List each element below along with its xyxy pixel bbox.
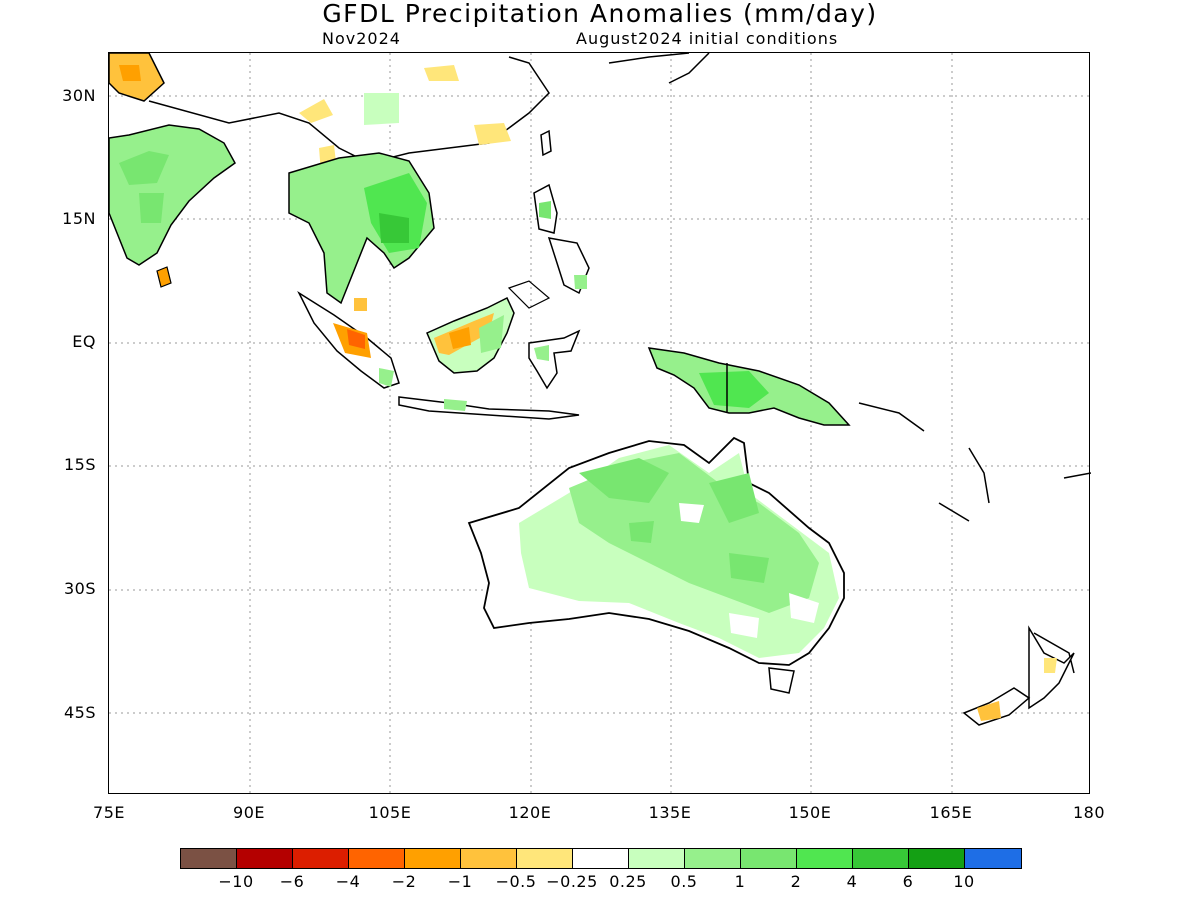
lon-label-120e: 120E [508, 803, 552, 822]
map-area [108, 52, 1092, 795]
lon-label-90e: 90E [233, 803, 265, 822]
australia [467, 436, 845, 694]
colorbar-label: 10 [953, 872, 975, 891]
lat-label-45s: 45S [63, 703, 96, 722]
colorbar-label: −4 [335, 872, 361, 891]
colorbar-swatch [293, 849, 349, 868]
sulawesi [528, 329, 581, 390]
colorbar-label: 0.5 [670, 872, 698, 891]
colorbar-swatch [629, 849, 685, 868]
lat-label-eq: EQ [72, 332, 96, 351]
lon-label-180: 180 [1072, 803, 1106, 822]
taiwan [540, 129, 552, 157]
colorbar-label: −1 [447, 872, 473, 891]
colorbar-swatch [741, 849, 797, 868]
colorbar-label: 1 [734, 872, 746, 891]
indochina [288, 152, 435, 305]
colorbar-label: −0.5 [495, 872, 537, 891]
graticule [109, 53, 1091, 795]
colorbar-swatch [181, 849, 237, 868]
lon-label-135e: 135E [648, 803, 692, 822]
colorbar-swatch [573, 849, 629, 868]
lon-label-150e: 150E [788, 803, 832, 822]
new-guinea [647, 347, 851, 426]
lon-label-75e: 75E [93, 803, 125, 822]
colorbar-swatch [685, 849, 741, 868]
colorbar-swatch [349, 849, 405, 868]
lat-label-30n: 30N [62, 86, 96, 105]
colorbar-swatch [909, 849, 965, 868]
new-zealand [962, 625, 1075, 726]
colorbar-swatch [237, 849, 293, 868]
colorbar-swatch [517, 849, 573, 868]
borneo [426, 296, 515, 374]
colorbar-swatch [405, 849, 461, 868]
java [398, 396, 580, 420]
colorbar-label: 4 [846, 872, 858, 891]
colorbar-label: −6 [279, 872, 305, 891]
colorbar-label: −2 [391, 872, 417, 891]
lon-label-105e: 105E [368, 803, 412, 822]
colorbar-label: 6 [902, 872, 914, 891]
pacific-islands [858, 402, 1092, 674]
colorbar-label: −10 [218, 872, 254, 891]
initial-conditions-label: August2024 initial conditions [576, 29, 839, 48]
forecast-month: Nov2024 [322, 29, 401, 48]
colorbar-swatch [461, 849, 517, 868]
lat-label-15n: 15N [62, 209, 96, 228]
colorbar-swatch [853, 849, 909, 868]
colorbar-label: 0.25 [609, 872, 647, 891]
colorbar-label: 2 [790, 872, 802, 891]
india-region [108, 52, 236, 288]
lat-label-15s: 15S [63, 455, 96, 474]
map-canvas [108, 52, 1092, 795]
sumatra [297, 290, 400, 389]
philippines [507, 183, 590, 309]
colorbar [180, 848, 1022, 869]
lat-label-30s: 30S [63, 579, 96, 598]
colorbar-swatch [965, 849, 1021, 868]
map-title: GFDL Precipitation Anomalies (mm/day) [322, 0, 878, 28]
lon-label-165e: 165E [929, 803, 973, 822]
colorbar-label: −0.25 [546, 872, 598, 891]
colorbar-swatch [797, 849, 853, 868]
japan [608, 52, 710, 84]
